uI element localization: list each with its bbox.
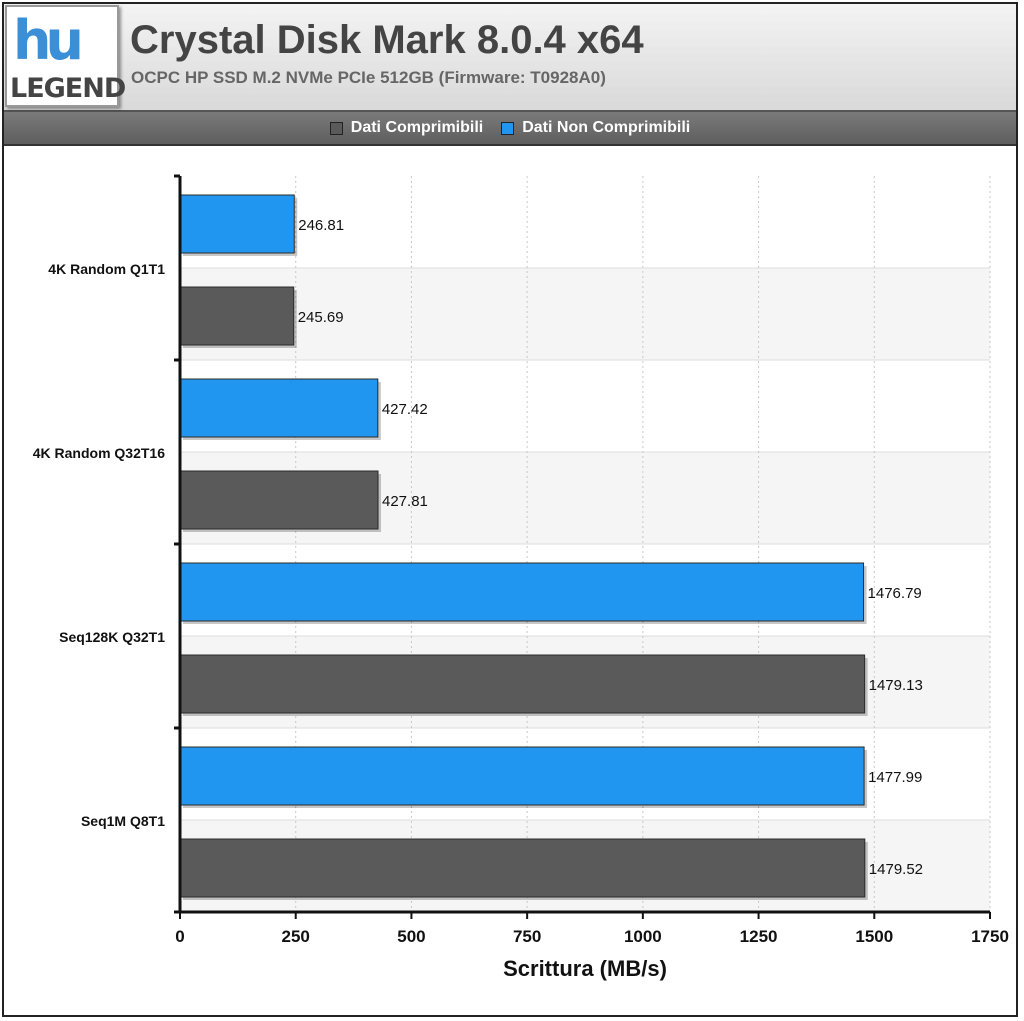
x-tick-label: 500: [397, 927, 425, 946]
legend: Dati Comprimibili Dati Non Comprimibili: [2, 112, 1018, 146]
bar: [179, 286, 295, 346]
x-tick-label: 1000: [624, 927, 662, 946]
bar-value-label: 1477.99: [868, 769, 922, 786]
bar-value-label: 246.81: [298, 217, 344, 234]
bar-value-label: 245.69: [298, 309, 344, 326]
logo-mark: hu: [13, 9, 84, 72]
chart-subtitle: OCPC HP SSD M.2 NVMe PCIe 512GB (Firmwar…: [131, 68, 606, 87]
bar-value-label: 1476.79: [868, 585, 922, 602]
x-tick-label: 1500: [855, 927, 893, 946]
legend-swatch-incompressible: [501, 121, 515, 135]
legend-item-compressible: Dati Comprimibili: [329, 119, 484, 137]
chart-title: Crystal Disk Mark 8.0.4 x64: [130, 18, 644, 62]
legend-swatch-compressible: [329, 121, 343, 135]
x-tick-label: 750: [513, 927, 541, 946]
x-tick-label: 1750: [971, 927, 1009, 946]
x-axis-title: Scrittura (MB/s): [503, 956, 667, 981]
bar-value-label: 1479.52: [869, 861, 923, 878]
bar: [179, 562, 865, 622]
legend-item-incompressible: Dati Non Comprimibili: [501, 119, 690, 137]
x-tick-label: 250: [282, 927, 310, 946]
category-label: 4K Random Q32T16: [33, 445, 165, 461]
logo-wordmark: LEGEND: [10, 73, 126, 104]
chart-header: hu LEGEND Crystal Disk Mark 8.0.4 x64 OC…: [2, 2, 1018, 112]
bar-value-label: 427.81: [382, 493, 428, 510]
hwlegend-logo: hu LEGEND: [5, 5, 126, 107]
category-label: Seq128K Q32T1: [59, 629, 165, 645]
category-label: Seq1M Q8T1: [81, 813, 165, 829]
bar-value-label: 427.42: [382, 401, 428, 418]
legend-label-compressible: Dati Comprimibili: [350, 119, 484, 136]
x-tick-label: 1250: [740, 927, 778, 946]
bar: [179, 378, 379, 438]
bar: [179, 746, 865, 806]
bar: [179, 654, 866, 714]
bar: [179, 470, 379, 530]
plot-band-shade: [180, 268, 990, 360]
legend-label-incompressible: Dati Non Comprimibili: [522, 119, 691, 136]
category-label: 4K Random Q1T1: [48, 261, 165, 277]
bar: [179, 838, 866, 898]
x-tick-label: 0: [175, 927, 184, 946]
bar-value-label: 1479.13: [869, 677, 923, 694]
